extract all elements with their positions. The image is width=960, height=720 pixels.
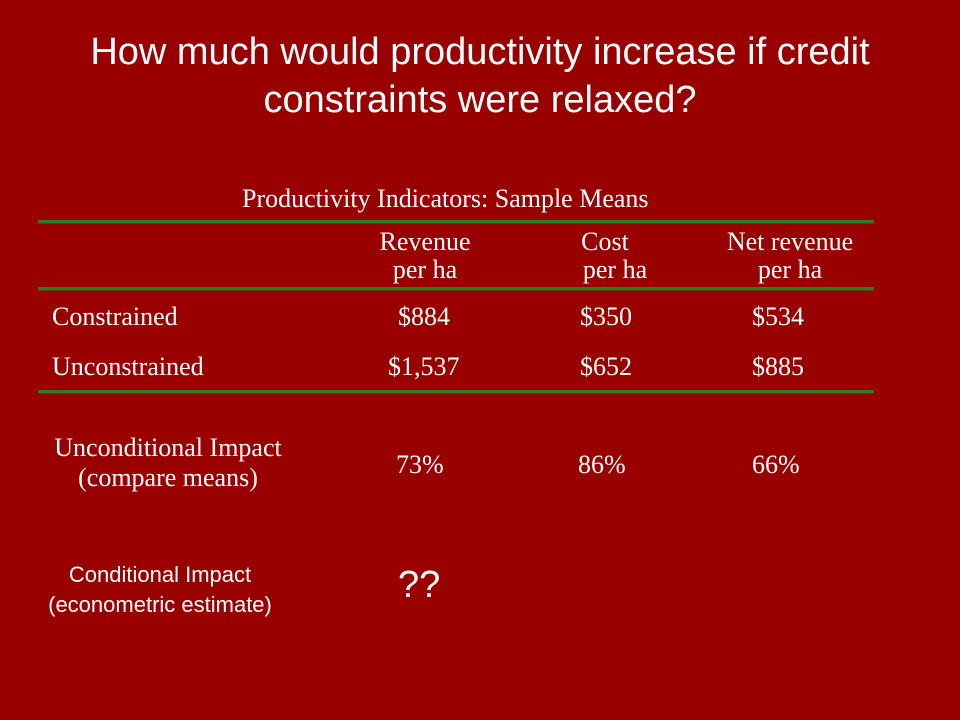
impact-net: 66% xyxy=(752,450,800,479)
slide-title-line-2: constraints were relaxed? xyxy=(263,79,697,121)
cell-unconstrained-cost: $652 xyxy=(580,352,632,381)
slide-title: How much would productivity increase if … xyxy=(0,28,960,124)
column-header-net-revenue: Net revenue per ha xyxy=(705,228,875,284)
unconditional-impact-label-line-1: Unconditional Impact xyxy=(54,433,282,462)
table-rule-bottom xyxy=(38,390,874,394)
column-header-cost-line-2: per ha xyxy=(582,255,648,284)
cell-unconstrained-net: $885 xyxy=(752,352,804,381)
cell-unconstrained-revenue: $1,537 xyxy=(388,352,460,381)
cell-constrained-net: $534 xyxy=(752,302,804,331)
cell-constrained-cost: $350 xyxy=(580,302,632,331)
slide-title-line-1: How much would productivity increase if … xyxy=(90,31,870,73)
column-header-cost-line-1: Cost xyxy=(581,227,629,256)
column-header-revenue-line-2: per ha xyxy=(392,255,458,284)
conditional-impact-label: Conditional Impact (econometric estimate… xyxy=(10,560,310,620)
table-rule-header xyxy=(38,287,874,291)
column-header-cost: Cost per ha xyxy=(545,228,685,284)
row-label-constrained: Constrained xyxy=(52,302,178,331)
row-label-unconstrained: Unconstrained xyxy=(52,352,204,381)
table-rule-top xyxy=(38,220,874,224)
table-caption: Productivity Indicators: Sample Means xyxy=(242,184,649,213)
cell-constrained-revenue: $884 xyxy=(398,302,450,331)
column-header-revenue: Revenue per ha xyxy=(355,228,495,284)
column-header-net-revenue-line-2: per ha xyxy=(757,255,823,284)
impact-revenue: 73% xyxy=(396,450,444,479)
conditional-impact-label-line-1: Conditional Impact xyxy=(68,562,252,587)
conditional-impact-label-line-2: (econometric estimate) xyxy=(48,592,272,617)
conditional-impact-value: ?? xyxy=(398,564,441,606)
unconditional-impact-label-line-2: (compare means) xyxy=(78,463,258,492)
column-header-revenue-line-1: Revenue xyxy=(379,227,471,256)
impact-cost: 86% xyxy=(578,450,626,479)
unconditional-impact-label: Unconditional Impact (compare means) xyxy=(30,433,306,493)
column-header-net-revenue-line-1: Net revenue xyxy=(726,227,854,256)
